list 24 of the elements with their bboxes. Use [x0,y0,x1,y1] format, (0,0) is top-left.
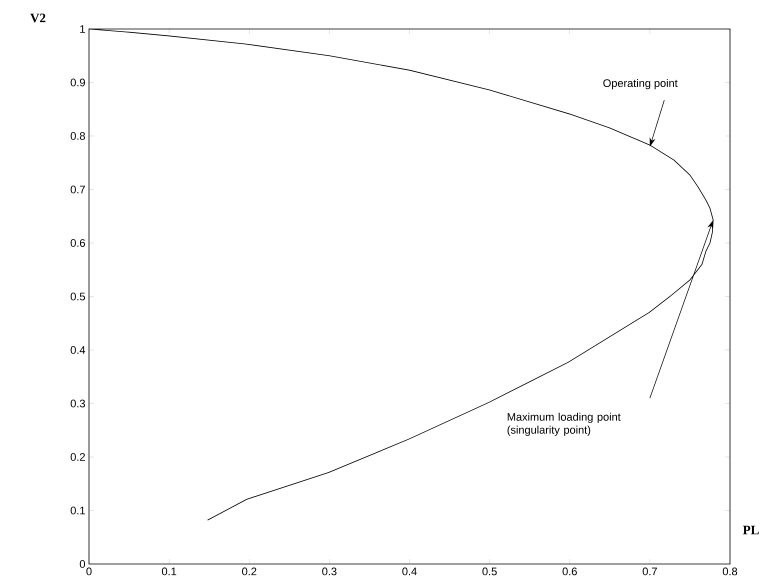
x-tick-label: 0.1 [162,568,176,576]
x-tick-label: 0.8 [722,568,738,576]
y-tick-label: 0.2 [70,453,85,461]
x-tick-label: 0.4 [402,568,417,576]
y-tick-label: 0.6 [70,239,85,247]
y-tick-label: 0.4 [70,346,86,354]
y-tick-label: 0.8 [70,132,85,140]
x-tick-label: 0 [86,568,92,576]
x-tick-label: 0.5 [482,568,497,576]
x-tick-label: 0.6 [562,568,577,576]
y-tick-label: 0.3 [70,400,85,408]
y-axis-title: V2 [30,14,46,22]
x-tick-label: 0.3 [322,568,337,576]
x-axis-title: PL [742,526,759,534]
y-tick-label: 0.1 [70,506,85,514]
annotation: Maximum loading point (singularity point) [508,412,621,436]
annotation: Operating point [603,78,678,90]
y-tick-label: 0.7 [70,186,85,194]
y-tick-label: 0 [80,560,86,568]
y-tick-label: 0.5 [70,292,86,300]
y-tick-label: 0.9 [70,78,85,86]
y-tick-label: 1 [80,25,85,33]
x-tick-label: 0.2 [242,568,256,576]
x-tick-label: 0.7 [642,568,657,576]
